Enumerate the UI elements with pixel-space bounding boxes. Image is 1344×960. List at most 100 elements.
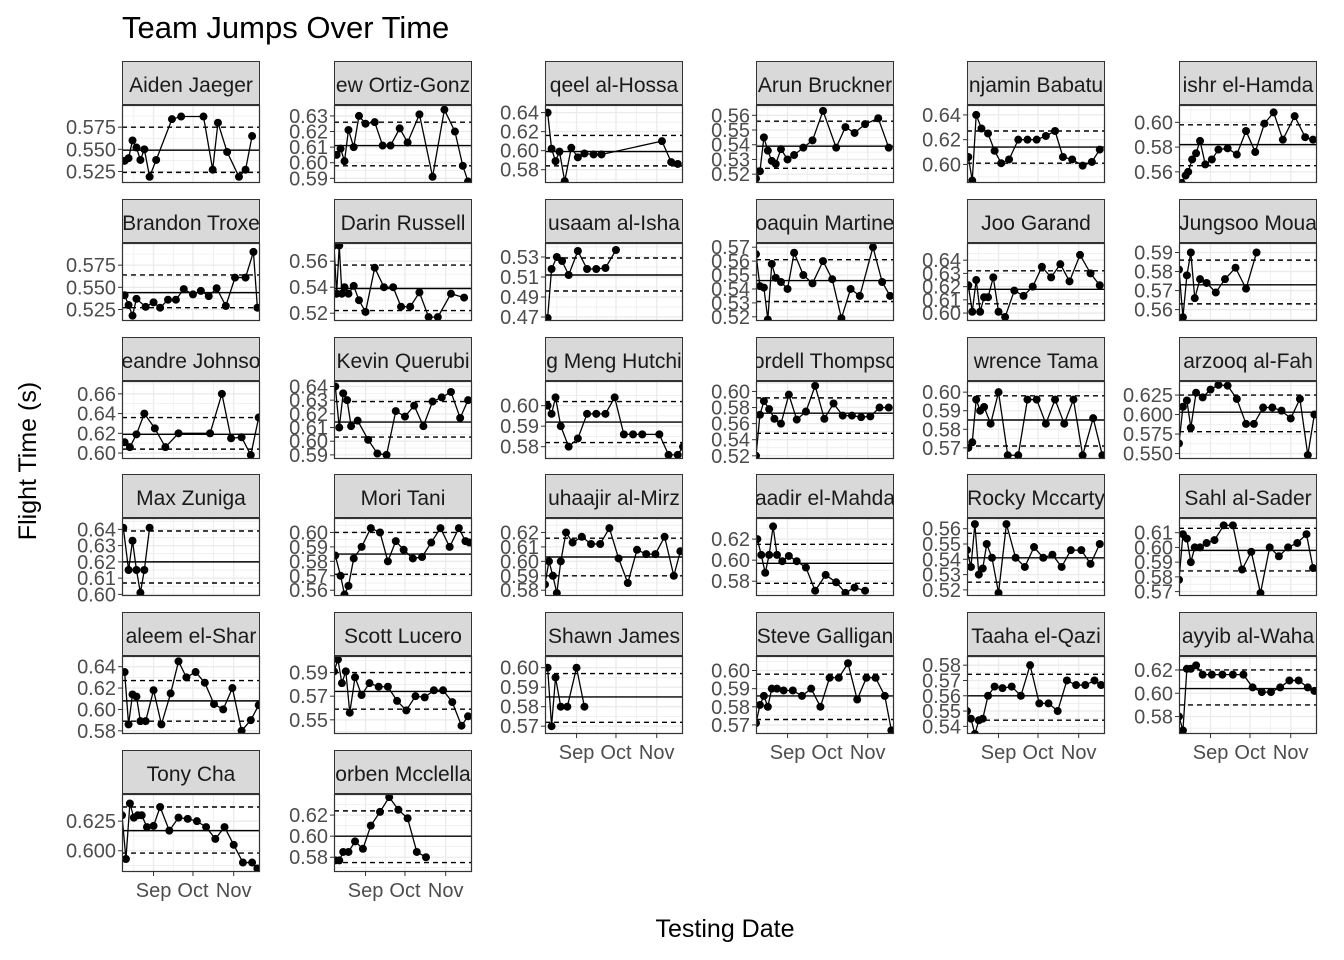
x-tick-label: Oct (811, 742, 843, 764)
data-point (124, 154, 133, 163)
data-point (1041, 419, 1050, 428)
panel-plot-area (1179, 656, 1317, 734)
data-point (558, 257, 567, 265)
data-point (424, 313, 433, 321)
data-point (136, 588, 145, 596)
data-point (592, 409, 601, 418)
y-tick-label: 0.62 (922, 277, 961, 299)
facet-bishr-el-hamdan: ishr el-Hamda 0.56 0.58 0.60 (1134, 61, 1318, 184)
data-point (1303, 683, 1312, 692)
data-point (391, 407, 400, 416)
data-point (412, 847, 421, 856)
facet-strip (545, 337, 683, 381)
data-point (633, 545, 641, 554)
data-point (1265, 543, 1274, 552)
data-point (790, 248, 799, 257)
panel-plot-area (756, 243, 894, 321)
facet-strip-label: Arun Bruckner (758, 74, 892, 97)
data-point (968, 438, 977, 447)
data-point (776, 145, 785, 154)
panel-border (121, 380, 261, 460)
data-point (1190, 294, 1199, 303)
data-point (1076, 250, 1085, 259)
panel-background (1179, 656, 1317, 734)
facet-strip-label: ishr el-Hamda (1183, 74, 1314, 97)
data-point (1065, 277, 1074, 286)
x-tick-label: Sep (348, 880, 384, 902)
x-tick-label: Sep (136, 880, 172, 902)
data-point (808, 279, 817, 288)
y-tick-label: 0.57 (289, 686, 328, 708)
data-point (191, 668, 200, 677)
data-point (1020, 562, 1029, 571)
y-tick-label: 0.60 (289, 431, 328, 453)
data-point (551, 393, 560, 402)
data-point (547, 409, 556, 418)
data-point (1053, 707, 1062, 716)
data-point (204, 292, 213, 301)
data-point (1072, 681, 1081, 690)
panel-border (966, 104, 1106, 184)
facet-strip (334, 199, 472, 243)
data-point (219, 705, 228, 714)
data-point (583, 265, 592, 273)
data-point (439, 686, 448, 695)
data-point (399, 545, 408, 554)
data-point (403, 814, 412, 823)
data-point (868, 243, 877, 252)
data-point (1218, 670, 1227, 679)
y-tick-label: 0.55 (922, 534, 961, 556)
data-point (457, 721, 466, 730)
data-point (573, 434, 582, 443)
data-point (458, 161, 467, 170)
data-point (428, 397, 437, 406)
data-point (673, 450, 682, 459)
data-point (769, 522, 778, 531)
facet-max-zuniga: Max Zuniga 0.600.610.620.630.64 (77, 474, 261, 606)
x-tick-label: Sep (981, 742, 1017, 764)
data-point (807, 684, 816, 693)
data-point (1056, 260, 1065, 269)
data-point (1239, 670, 1248, 679)
data-point (1051, 395, 1060, 404)
data-point (382, 450, 391, 459)
x-tick-label: Oct (1234, 742, 1266, 764)
facet-strip-label: uhaajir al-Mirz (548, 487, 680, 510)
data-point (1087, 157, 1096, 166)
facet-strip-label: ayyib al-Waha (1182, 625, 1315, 648)
data-point (837, 314, 846, 321)
data-point (196, 286, 205, 295)
facet-tony-cha: Tony Cha 0.600 0.625 Sep Oct Nov (66, 750, 261, 902)
facet-strip (967, 337, 1105, 381)
data-point (1247, 547, 1256, 556)
y-tick-label: 0.53 (711, 293, 750, 315)
data-point (397, 302, 406, 311)
data-point (984, 293, 993, 302)
panel-plot-area (545, 243, 683, 321)
data-point (1044, 699, 1053, 708)
data-point (998, 684, 1007, 693)
data-point (1003, 451, 1012, 459)
data-point (347, 422, 356, 431)
data-point (619, 430, 628, 439)
data-point (821, 570, 830, 579)
panel-plot-area (334, 105, 472, 183)
data-point (967, 714, 975, 723)
data-point (994, 388, 1003, 397)
data-point (1081, 681, 1090, 690)
data-point (136, 155, 145, 164)
facet-strip (334, 474, 472, 518)
y-tick-label: 0.61 (289, 137, 328, 159)
panel-plot-area (1179, 243, 1317, 321)
y-tick-label: 0.51 (500, 267, 539, 289)
data-point (1207, 155, 1216, 164)
data-point (994, 307, 1003, 316)
data-point (234, 172, 243, 181)
data-point (673, 159, 682, 168)
data-point (1068, 155, 1077, 164)
panel-plot-area (545, 656, 683, 734)
data-point (124, 301, 133, 310)
data-point (572, 663, 581, 672)
facet-strip (334, 61, 472, 105)
